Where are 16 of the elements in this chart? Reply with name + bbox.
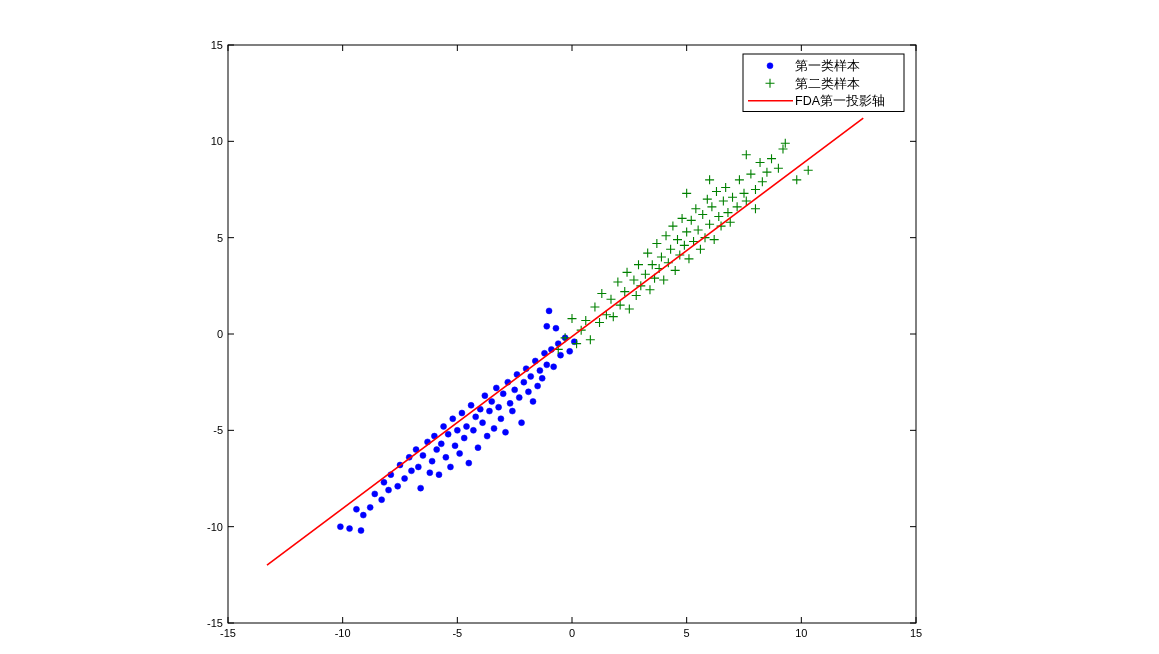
x-tick-label: 5 — [683, 627, 690, 639]
y-tick-label: 5 — [216, 231, 223, 244]
legend-label: FDA第一投影轴 — [795, 94, 885, 109]
x-tick-label: 0 — [568, 627, 576, 639]
y-tick-label: 15 — [210, 39, 223, 51]
legend-label: 第二类样本 — [795, 76, 860, 91]
x-tick-label: -5 — [452, 627, 463, 639]
legend-label: 第一类样本 — [795, 59, 860, 74]
y-tick-label: -15 — [207, 617, 223, 629]
x-tick-label: 10 — [795, 627, 808, 639]
y-tick-label: 10 — [210, 135, 223, 148]
y-tick-label: -5 — [213, 424, 223, 437]
x-tick-label: 15 — [909, 627, 923, 639]
y-tick-label: 0 — [216, 328, 223, 340]
y-tick-label: -10 — [207, 520, 223, 533]
x-tick-label: -10 — [334, 627, 351, 639]
